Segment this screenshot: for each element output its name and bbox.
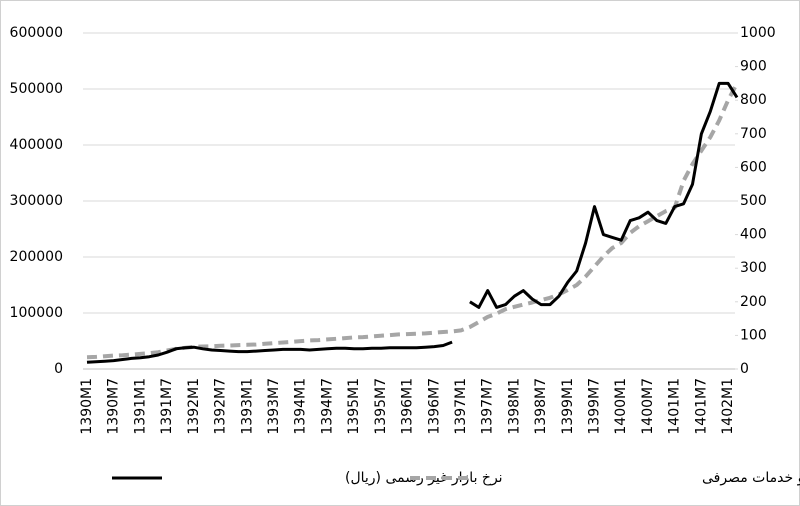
legend-label: شاخص قیمت کالاها و خدمات مصرفی — [702, 470, 800, 486]
x-tick-label: 1399M7 — [587, 378, 603, 435]
y-tick-label: 300000 — [10, 193, 63, 209]
x-tick-label: 1397M7 — [480, 378, 496, 435]
x-tick-label: 1396M1 — [400, 378, 416, 435]
y2-tick-label: 100 — [740, 327, 767, 343]
y-tick-label: 200000 — [10, 249, 63, 265]
x-tick-label: 1395M1 — [346, 378, 362, 435]
y-tick-label: 600000 — [10, 25, 63, 41]
x-tick-label: 1392M7 — [213, 378, 229, 435]
x-tick-label: 1401M7 — [693, 378, 709, 435]
x-tick-label: 1394M1 — [293, 378, 309, 435]
y2-tick-label: 300 — [740, 260, 767, 276]
x-tick-label: 1399M1 — [560, 378, 576, 435]
y-tick-label: 400000 — [10, 137, 63, 153]
x-tick-label: 1398M7 — [533, 378, 549, 435]
x-tick-label: 1390M1 — [79, 378, 95, 435]
y2-tick-label: 1000 — [740, 25, 776, 41]
y2-tick-label: 600 — [740, 159, 767, 175]
x-tick-label: 1392M1 — [186, 378, 202, 435]
y2-tick-label: 0 — [740, 361, 749, 377]
y2-tick-label: 900 — [740, 59, 767, 75]
x-tick-label: 1400M1 — [613, 378, 629, 435]
x-tick-label: 1396M7 — [426, 378, 442, 435]
x-tick-label: 1390M7 — [106, 378, 122, 435]
x-tick-label: 1397M1 — [453, 378, 469, 435]
series-line — [86, 81, 739, 364]
y2-tick-label: 400 — [740, 227, 767, 243]
y-tick-label: 0 — [54, 361, 63, 377]
x-tick-label: 1393M1 — [239, 378, 255, 435]
x-tick-label: 1391M7 — [159, 378, 175, 435]
x-tick-label: 1391M1 — [132, 378, 148, 435]
x-tick-label: 1398M1 — [506, 378, 522, 435]
x-tick-label: 1394M7 — [319, 378, 335, 435]
y2-tick-label: 200 — [740, 294, 767, 310]
x-tick-label: 1395M7 — [373, 378, 389, 435]
y-tick-label: 100000 — [10, 305, 63, 321]
y2-tick-label: 500 — [740, 193, 767, 209]
x-tick-label: 1402M1 — [720, 378, 736, 435]
series-line — [86, 82, 739, 360]
y2-tick-label: 700 — [740, 126, 767, 142]
y-tick-label: 500000 — [10, 81, 63, 97]
x-tick-label: 1393M7 — [266, 378, 282, 435]
x-tick-label: 1401M1 — [667, 378, 683, 435]
y2-tick-label: 800 — [740, 92, 767, 108]
x-tick-label: 1400M7 — [640, 378, 656, 435]
legend-label: نرخ بازار غیر رسمی (ریال) — [345, 470, 503, 486]
